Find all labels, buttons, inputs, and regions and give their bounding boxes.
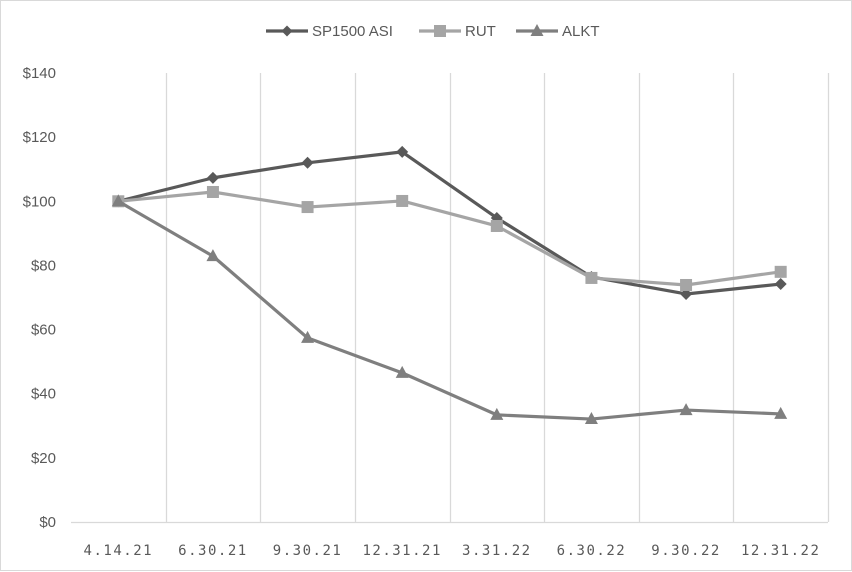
y-tick-label: $80 xyxy=(31,257,56,274)
square-marker-icon xyxy=(680,278,693,291)
diamond-marker-icon xyxy=(396,145,409,158)
square-marker-icon xyxy=(396,194,409,207)
legend-item-alkt: ALKT xyxy=(516,23,600,40)
legend: SP1500 ASI RUT ALKT xyxy=(266,23,600,40)
square-marker-icon xyxy=(301,201,314,214)
square-marker-icon xyxy=(774,265,787,278)
legend-label: RUT xyxy=(465,23,496,40)
legend-item-rut: RUT xyxy=(419,23,496,40)
y-axis: $0 $20 $40 $60 $80 $100 $120 $140 xyxy=(23,65,56,531)
triangle-marker-icon xyxy=(395,365,409,378)
legend-label: SP1500 ASI xyxy=(312,23,393,40)
triangle-marker-icon xyxy=(774,406,788,419)
series-line xyxy=(118,190,781,287)
x-tick-label: 3.31.22 xyxy=(462,543,532,559)
triangle-marker-icon xyxy=(530,24,544,36)
x-axis: 4.14.21 6.30.21 9.30.21 12.31.21 3.31.22 6.30… xyxy=(84,543,820,559)
square-marker-icon xyxy=(490,219,503,232)
x-tick-label: 12.31.21 xyxy=(362,543,441,559)
triangle-marker-icon xyxy=(301,330,315,343)
series-line xyxy=(117,150,781,296)
triangle-marker-icon xyxy=(584,412,598,425)
triangle-marker-icon xyxy=(490,407,504,420)
diamond-marker-icon xyxy=(206,171,219,184)
y-tick-label: $0 xyxy=(39,514,56,531)
y-tick-label: $120 xyxy=(23,129,56,146)
triangle-marker-icon xyxy=(206,249,220,262)
x-tick-label: 9.30.22 xyxy=(651,543,721,559)
series-alkt xyxy=(111,194,788,425)
legend-label: ALKT xyxy=(562,23,600,40)
gridlines xyxy=(165,73,830,522)
series-rut xyxy=(112,185,787,291)
diamond-marker-icon xyxy=(281,25,293,37)
y-tick-label: $40 xyxy=(31,386,56,403)
x-tick-label: 6.30.21 xyxy=(178,543,248,559)
series-line xyxy=(117,199,781,421)
square-marker-icon xyxy=(206,185,219,198)
diamond-marker-icon xyxy=(301,156,314,169)
legend-item-sp1500-asi: SP1500 ASI xyxy=(266,23,393,40)
triangle-marker-icon xyxy=(111,194,125,207)
series-sp1500-asi xyxy=(112,145,787,300)
x-tick-label: 9.30.21 xyxy=(273,543,343,559)
y-tick-label: $60 xyxy=(31,322,56,339)
x-tick-label: 12.31.22 xyxy=(741,543,820,559)
triangle-marker-icon xyxy=(679,403,693,416)
diamond-marker-icon xyxy=(774,278,787,291)
square-marker-icon xyxy=(434,25,446,37)
x-tick-label: 4.14.21 xyxy=(84,543,154,559)
y-tick-label: $20 xyxy=(31,450,56,467)
square-marker-icon xyxy=(585,271,598,284)
y-tick-label: $100 xyxy=(23,193,56,210)
y-tick-label: $140 xyxy=(23,65,56,82)
x-tick-label: 6.30.22 xyxy=(557,543,627,559)
